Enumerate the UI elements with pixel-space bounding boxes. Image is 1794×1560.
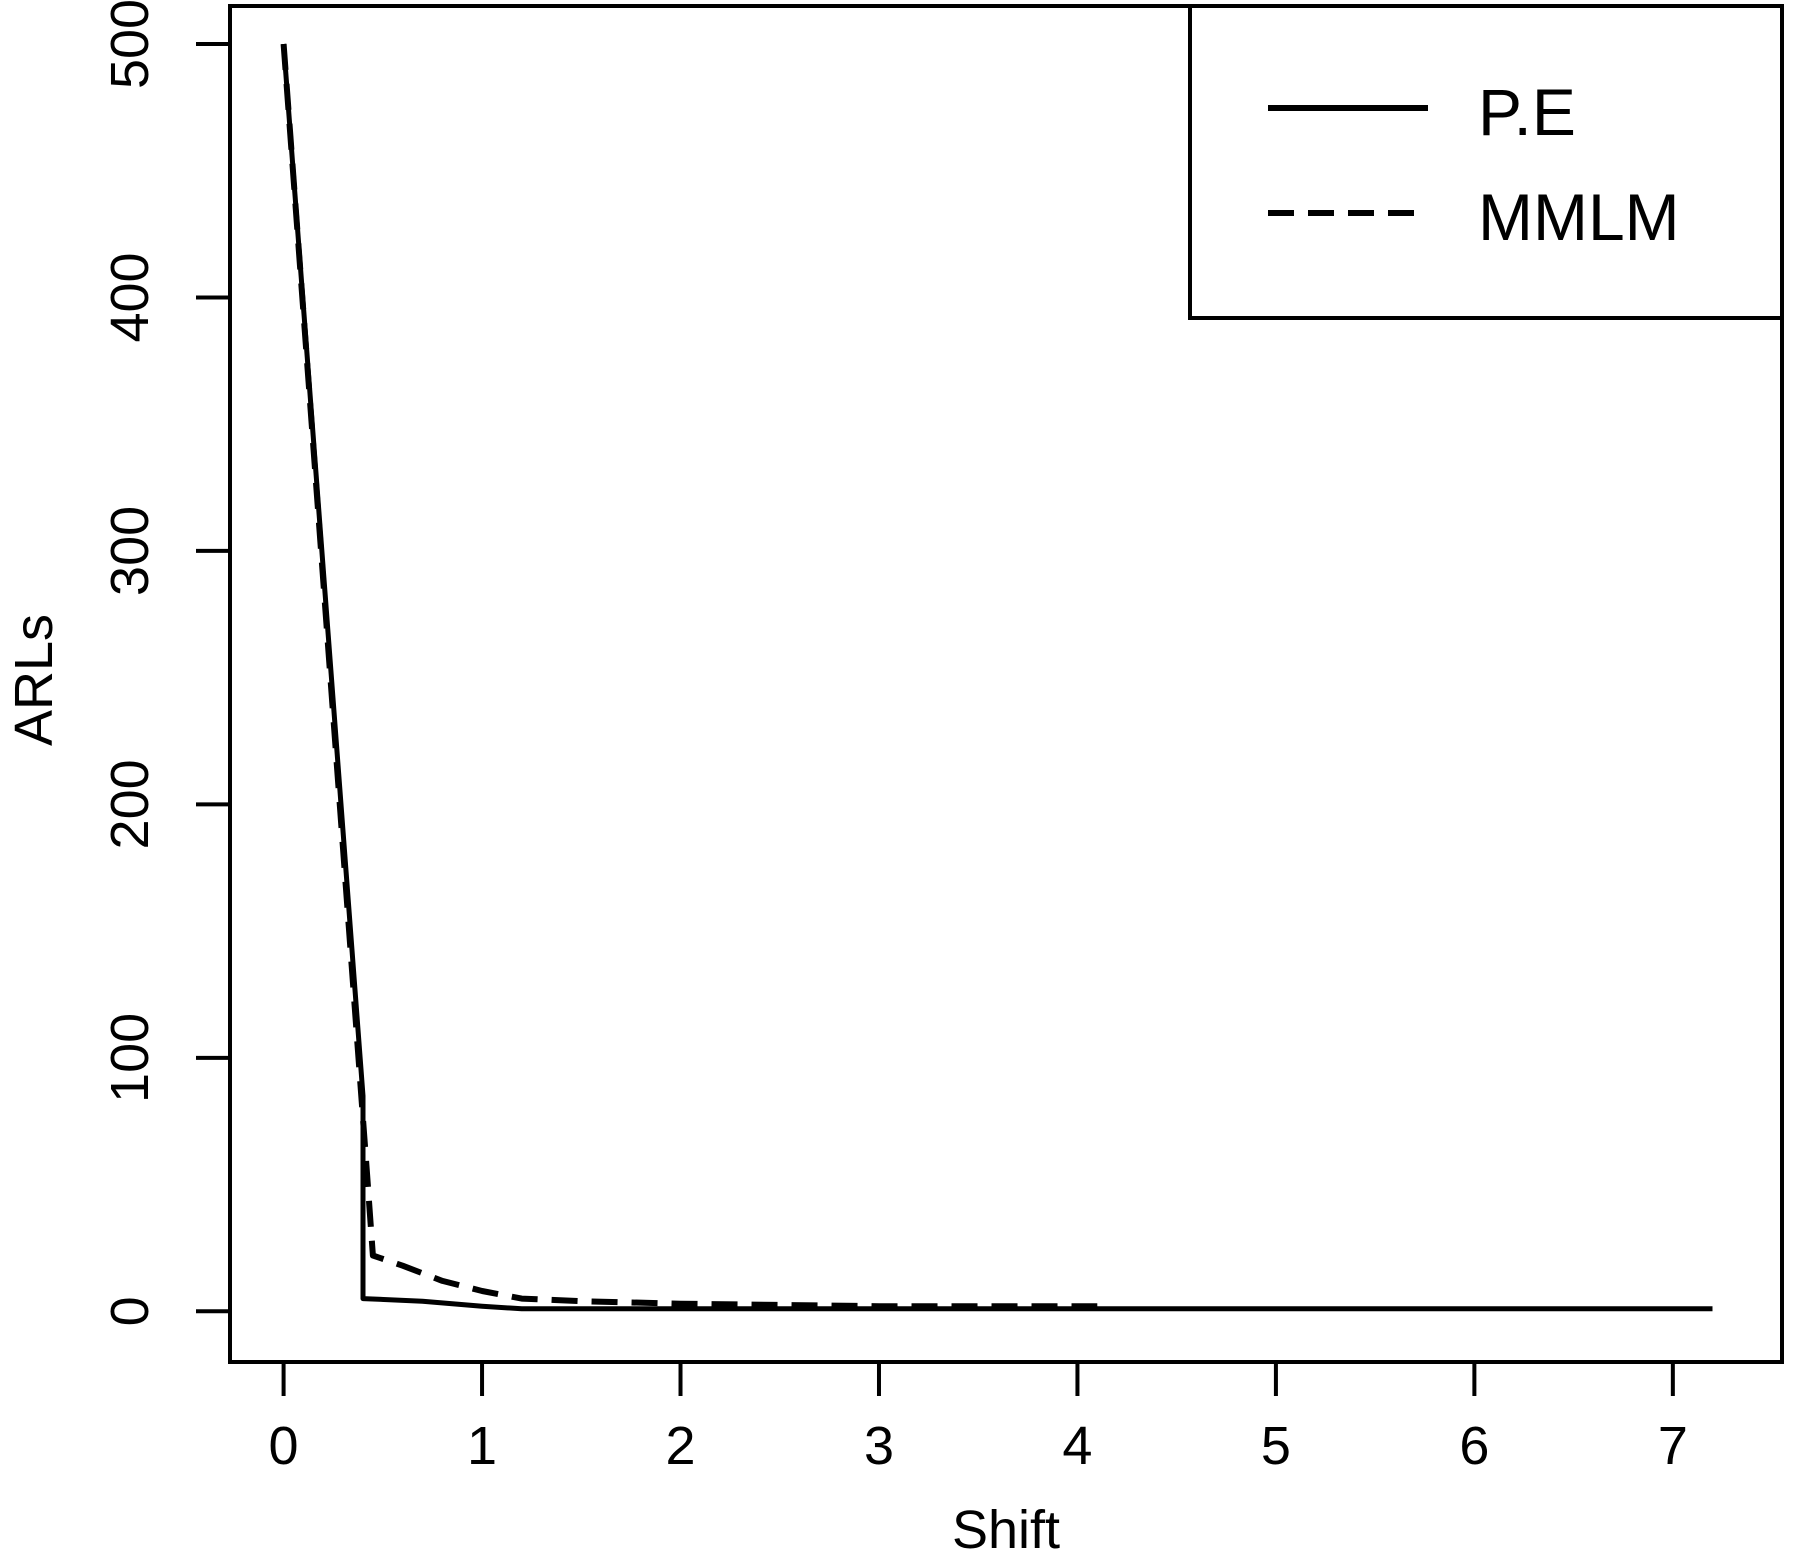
y-tick-label: 200	[100, 759, 160, 849]
y-tick-label: 400	[100, 252, 160, 342]
y-tick-label: 300	[100, 506, 160, 596]
y-axis-label: ARLs	[4, 614, 64, 746]
series-line-p-e	[281, 43, 1713, 1312]
x-tick-label: 4	[1062, 1416, 1092, 1476]
x-tick-label: 1	[467, 1416, 497, 1476]
x-tick-label: 6	[1459, 1416, 1489, 1476]
legend: P.E MMLM	[1188, 4, 1784, 320]
x-axis-label: Shift	[952, 1500, 1060, 1560]
x-axis: 0 1 2 3 4 5 6 7	[269, 1360, 1688, 1476]
x-tick-label: 2	[665, 1416, 695, 1476]
legend-label-mmlm: MMLM	[1478, 180, 1680, 254]
y-tick-label: 100	[100, 1013, 160, 1103]
x-tick-label: 5	[1261, 1416, 1291, 1476]
legend-label-pe: P.E	[1478, 75, 1576, 149]
y-tick-label: 500	[100, 0, 160, 89]
legend-box	[1188, 4, 1784, 320]
x-tick-label: 3	[864, 1416, 894, 1476]
y-tick-label: 0	[100, 1296, 160, 1326]
series-line-mmlm	[280, 43, 1098, 1310]
series-layer	[280, 43, 1713, 1312]
x-tick-label: 7	[1658, 1416, 1688, 1476]
y-axis: 0 100 200 300 400 500	[100, 0, 232, 1326]
x-tick-label: 0	[269, 1416, 299, 1476]
